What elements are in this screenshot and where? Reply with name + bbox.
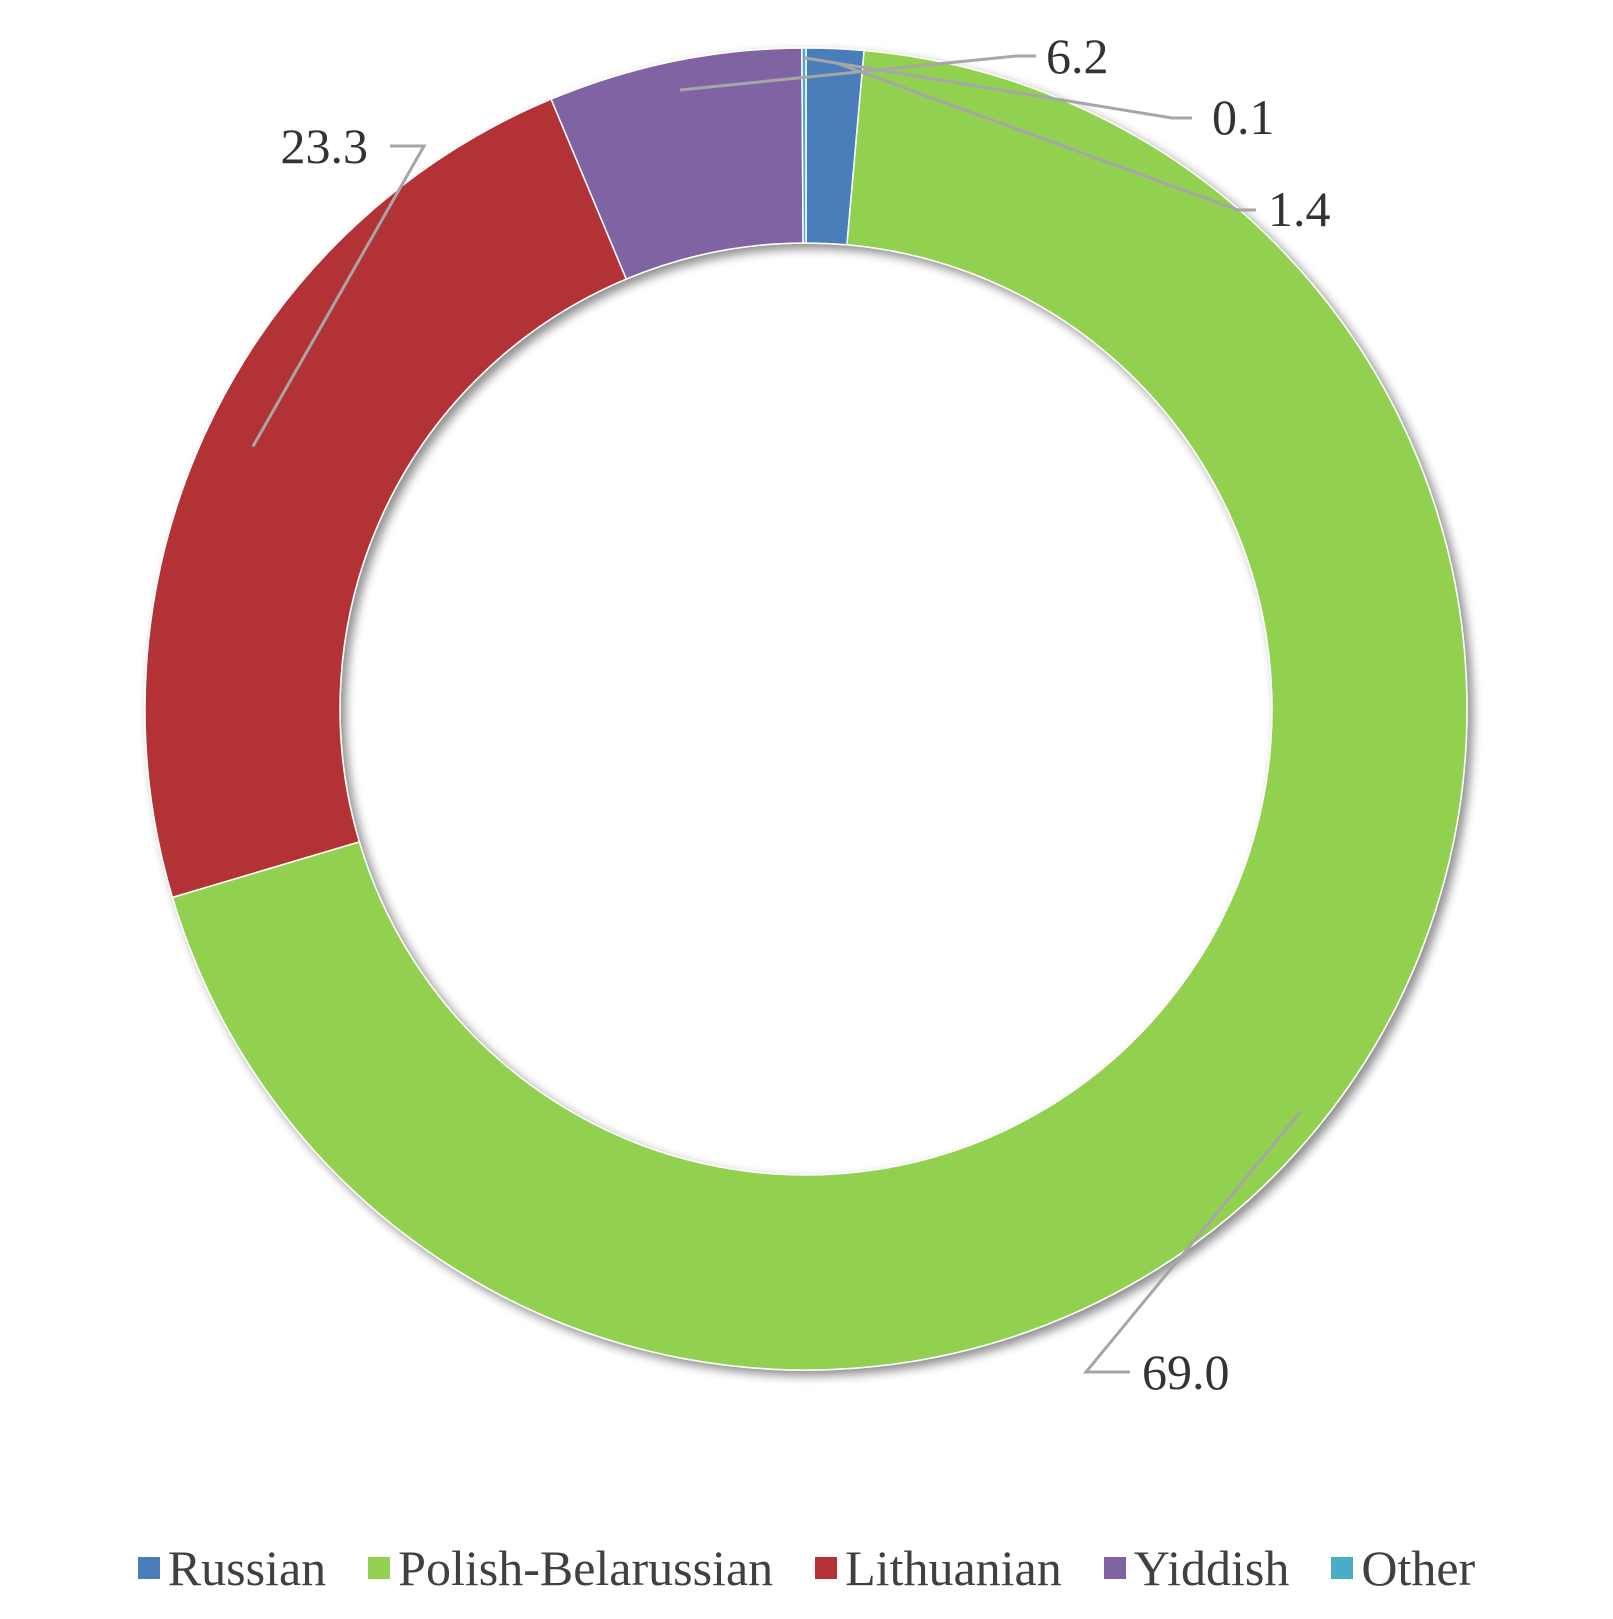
legend-swatch-russian xyxy=(137,1557,160,1579)
legend-item-yiddish: Yiddish xyxy=(1103,1540,1290,1596)
slice-lithuanian xyxy=(144,98,628,899)
legend-label-other: Other xyxy=(1361,1540,1476,1596)
data-label-other: 0.1 xyxy=(1212,89,1275,145)
slices-group xyxy=(144,47,1468,1371)
legend-swatch-polish-belarussian xyxy=(368,1557,391,1579)
legend-swatch-other xyxy=(1331,1557,1354,1579)
legend-label-polish-belarussian: Polish-Belarussian xyxy=(398,1540,774,1596)
leader-lines-group xyxy=(251,54,1301,1374)
legend-item-polish-belarussian: Polish-Belarussian xyxy=(368,1543,773,1593)
leader-line-russian xyxy=(833,60,1256,212)
leader-line-polish-belarussian xyxy=(1082,1111,1301,1374)
legend-swatch-lithuanian xyxy=(815,1557,838,1579)
data-labels-group: 1.4 69.0 23.3 6.2 0.1 xyxy=(281,28,1331,1400)
legend-item-other: Other xyxy=(1331,1543,1475,1593)
legend-item-russian: Russian xyxy=(137,1540,327,1596)
slice-polish-belarussian xyxy=(171,49,1468,1371)
legend-label-yiddish: Yiddish xyxy=(1133,1540,1290,1596)
leader-line-other xyxy=(803,56,1192,120)
leader-line-lithuanian xyxy=(251,144,427,448)
legend-swatch-yiddish xyxy=(1103,1557,1126,1579)
legend-label-lithuanian: Lithuanian xyxy=(845,1540,1062,1596)
leader-line-yiddish xyxy=(679,54,1036,92)
data-label-russian: 1.4 xyxy=(1268,181,1331,237)
legend-label-russian: Russian xyxy=(167,1540,327,1596)
slice-other xyxy=(801,47,807,244)
legend: Russian Polish-Belarussian Lithuanian Yiddi… xyxy=(0,1538,1613,1598)
data-label-polish-belarussian: 69.0 xyxy=(1142,1344,1230,1400)
data-label-yiddish: 6.2 xyxy=(1046,28,1109,84)
legend-item-lithuanian: Lithuanian xyxy=(815,1543,1062,1593)
data-label-lithuanian: 23.3 xyxy=(281,118,369,174)
